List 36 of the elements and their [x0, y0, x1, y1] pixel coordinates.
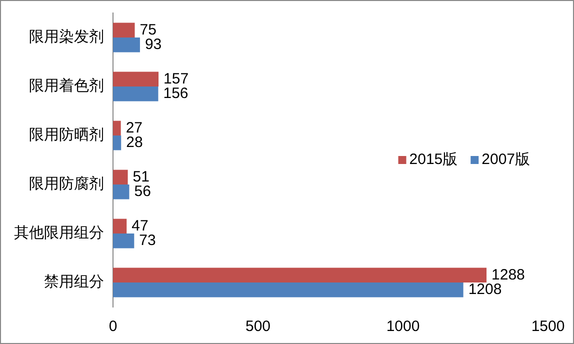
data-label: 51 — [132, 168, 150, 186]
bar — [113, 86, 158, 102]
data-label: 93 — [144, 36, 162, 53]
data-label: 156 — [163, 84, 188, 102]
data-label: 1208 — [468, 280, 502, 298]
x-tick-label: 500 — [245, 318, 271, 336]
x-tick-label: 1000 — [386, 318, 420, 336]
bar — [113, 218, 127, 234]
data-label: 27 — [126, 119, 143, 136]
bar — [113, 120, 121, 136]
bar — [113, 170, 128, 184]
y-tick-label: 限用着色剂 — [29, 78, 104, 95]
bar — [113, 184, 130, 200]
legend-label: 2007版 — [482, 151, 530, 168]
y-tick-label: 限用染发剂 — [29, 28, 104, 46]
x-tick-label: 0 — [108, 318, 118, 336]
data-label: 28 — [126, 134, 143, 151]
bar — [113, 38, 140, 52]
bar — [113, 268, 487, 282]
legend-label: 2015版 — [409, 151, 458, 168]
data-label: 73 — [139, 232, 156, 249]
x-tick-label: 1500 — [531, 318, 565, 336]
y-tick-label: 限用防晒剂 — [29, 126, 104, 144]
bar — [113, 22, 135, 38]
bar — [113, 136, 122, 150]
bar — [113, 234, 134, 248]
data-label: 75 — [140, 21, 156, 38]
y-tick-label: 禁用组分 — [44, 274, 104, 291]
y-tick-label: 限用防腐剂 — [29, 176, 104, 193]
y-tick-label: 其他限用组分 — [14, 224, 104, 242]
bar — [113, 282, 464, 298]
data-label: 47 — [132, 217, 148, 234]
bar — [113, 72, 159, 86]
data-label: 56 — [134, 182, 151, 200]
data-label: 157 — [164, 70, 189, 88]
data-label: 1288 — [492, 266, 525, 284]
